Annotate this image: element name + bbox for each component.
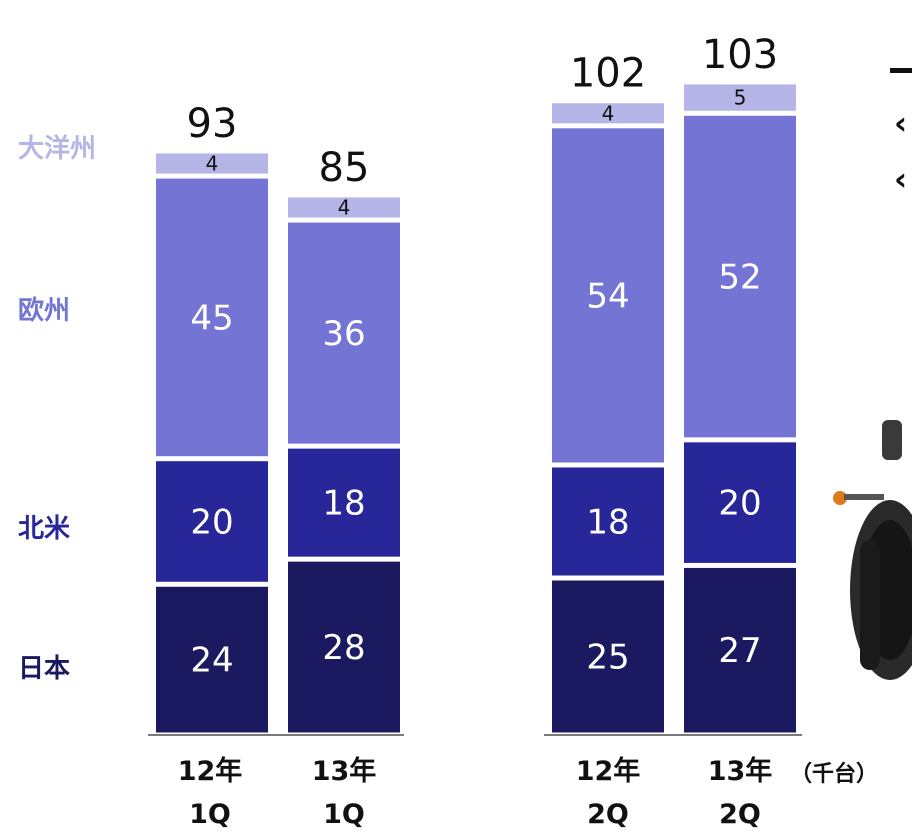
data-label: 4: [206, 152, 219, 176]
bar-segment: [552, 467, 664, 576]
bar-segment: [684, 442, 796, 563]
data-label: 28: [322, 628, 365, 668]
data-label: 52: [718, 258, 761, 298]
data-label: 4: [602, 101, 615, 125]
motorcycle-photo: [820, 420, 912, 680]
cropped-heading-fragment: [890, 20, 912, 73]
data-label: 54: [586, 276, 629, 316]
category-label-line1: 13年: [311, 756, 377, 787]
data-label: 18: [322, 484, 365, 524]
data-label: 24: [190, 641, 233, 681]
data-label: 20: [190, 502, 233, 542]
bar-segment: [288, 222, 400, 444]
series-label-europe: 欧州: [18, 296, 71, 326]
bar-segment: [156, 178, 268, 457]
total-label: 85: [319, 145, 370, 191]
series-label-oceania: 大洋州: [18, 134, 97, 164]
bar-segment: [156, 586, 268, 733]
series-label-north-america: 北米: [18, 514, 71, 544]
data-label: 27: [718, 631, 761, 671]
bar-segment: [552, 580, 664, 733]
category-label-line2: 1Q: [323, 799, 365, 830]
bar-segment: [288, 561, 400, 733]
bar-segment: [684, 84, 796, 111]
data-label: 25: [586, 638, 629, 678]
bar-segment: [684, 115, 796, 438]
data-label: 36: [322, 314, 365, 354]
data-label: 18: [586, 502, 629, 542]
bullet-chevron-icon: ‹: [894, 104, 908, 142]
total-label: 103: [702, 32, 778, 78]
category-label-line2: 2Q: [587, 799, 629, 830]
bar-segment: [156, 153, 268, 174]
data-label: 4: [338, 195, 351, 219]
data-label: 45: [190, 298, 233, 338]
category-label-line2: 2Q: [719, 799, 761, 830]
bar-segment: [156, 461, 268, 582]
bar-segment: [288, 197, 400, 218]
category-label-line1: 12年: [177, 756, 243, 787]
data-label: 5: [734, 86, 747, 110]
category-label-line1: 12年: [575, 756, 641, 787]
bar-segment: [684, 567, 796, 733]
category-label-line1: 13年: [707, 756, 773, 787]
bar-segment: [288, 448, 400, 557]
unit-label: （千台）: [790, 762, 879, 787]
category-label-line2: 1Q: [189, 799, 231, 830]
series-label-japan: 日本: [18, 654, 71, 684]
data-label: 20: [718, 484, 761, 524]
bar-segment: [552, 128, 664, 463]
total-label: 102: [570, 51, 646, 97]
bar-segment: [552, 103, 664, 124]
bullet-chevron-icon: ‹: [894, 160, 908, 198]
total-label: 93: [187, 101, 238, 147]
